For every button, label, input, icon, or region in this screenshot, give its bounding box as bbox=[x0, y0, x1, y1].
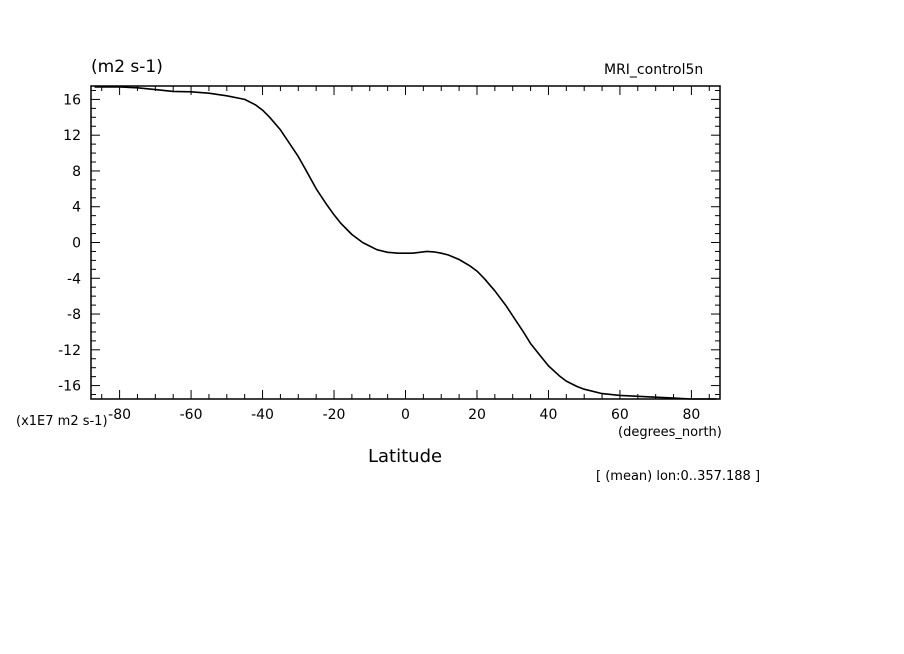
series-line bbox=[94, 86, 717, 400]
x-tick-label: 0 bbox=[401, 407, 410, 423]
plot-frame bbox=[90, 85, 721, 400]
y-units-label: (m2 s-1) bbox=[91, 57, 163, 77]
x-tick-label: -80 bbox=[108, 407, 131, 423]
y-tick-label: -12 bbox=[58, 343, 81, 359]
x-tick-label: -40 bbox=[251, 407, 274, 423]
y-tick-label: 12 bbox=[63, 128, 81, 144]
y-tick-label: -8 bbox=[67, 307, 81, 323]
x-tick-label: 60 bbox=[611, 407, 629, 423]
y-tick-label: 4 bbox=[72, 200, 81, 216]
x-tick-label: 40 bbox=[540, 407, 558, 423]
axis-ticks bbox=[91, 86, 720, 399]
scale-factor-label: (x1E7 m2 s-1) bbox=[16, 414, 108, 429]
x-units-label: (degrees_north) bbox=[618, 425, 722, 440]
y-tick-label: 16 bbox=[63, 92, 81, 108]
x-axis-title: Latitude bbox=[368, 446, 443, 467]
x-tick-label: 80 bbox=[682, 407, 700, 423]
x-tick-label: -60 bbox=[180, 407, 203, 423]
y-tick-label: 0 bbox=[72, 236, 81, 252]
y-tick-label: 8 bbox=[72, 164, 81, 180]
x-tick-labels: -80 -60 -40 -20 0 20 40 60 80 bbox=[108, 407, 700, 423]
y-tick-label: -4 bbox=[67, 271, 81, 287]
y-tick-label: -16 bbox=[58, 379, 81, 395]
x-tick-label: 20 bbox=[468, 407, 486, 423]
averaging-note: [ (mean) lon:0..357.188 ] bbox=[596, 469, 761, 484]
dataset-label: MRI_control5n bbox=[604, 62, 704, 78]
x-tick-label: -20 bbox=[323, 407, 346, 423]
y-tick-labels: 16 12 8 4 0 -4 -8 -12 -16 bbox=[58, 92, 81, 394]
